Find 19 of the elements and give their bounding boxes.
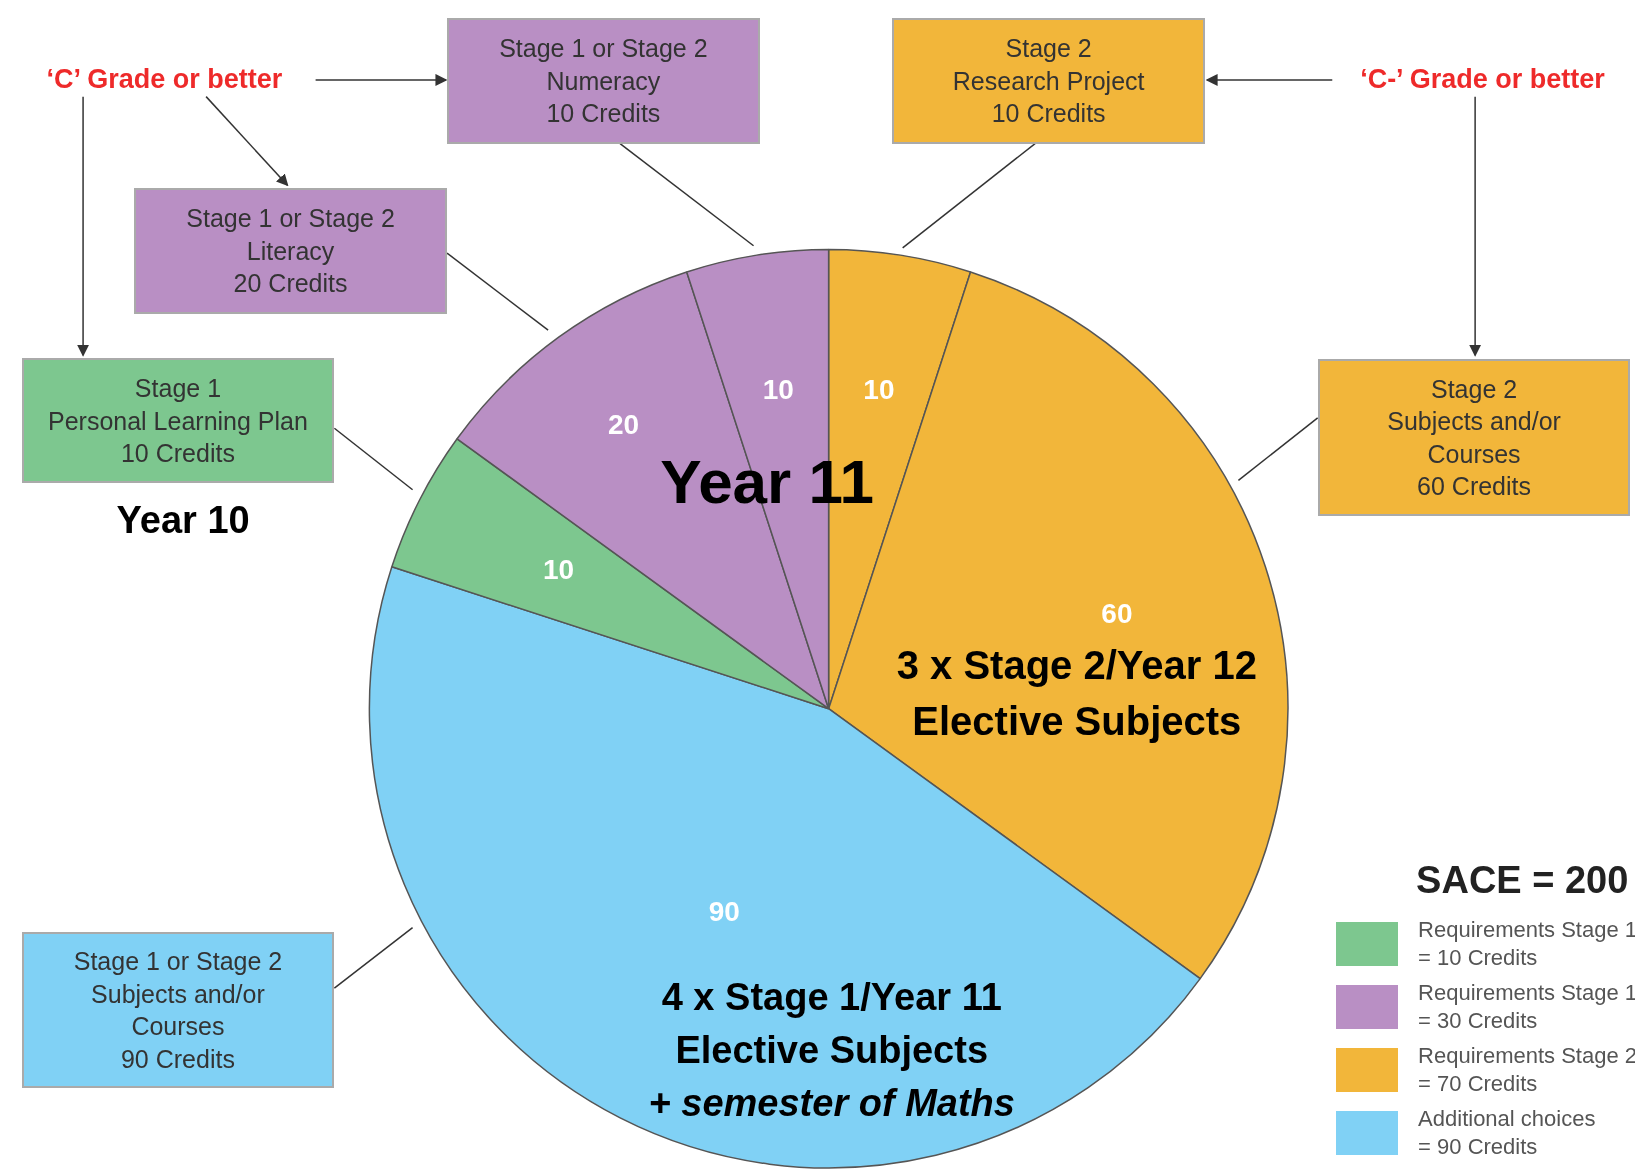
text: 4 x Stage 1/Year 11 Elective Subjects + semester of Maths (648, 974, 1015, 1127)
text: Stage 1 or Stage 2 Literacy 20 Credits (134, 188, 447, 314)
data-label: 60 (1101, 597, 1133, 629)
data-label: 10 (542, 553, 575, 585)
data-label: 90 (708, 896, 740, 928)
text: Year 10 (116, 498, 250, 544)
text: Stage 2 Research Project 10 Credits (892, 18, 1206, 144)
text: ‘C’ Grade or better (46, 63, 283, 97)
data-label: 20 (607, 409, 640, 441)
text: Stage 1 Personal Learning Plan 10 Credits (21, 358, 335, 484)
data-label: 10 (762, 373, 794, 405)
text: Stage 1 or Stage 2 Subjects and/or Courses 90 Credits (21, 931, 335, 1089)
text: 3 x Stage 2/Year 12 Elective Subjects (896, 642, 1257, 746)
text: Stage 2 Subjects and/or Courses 60 Credits (1317, 359, 1631, 516)
legend-title: SACE = 200 (1416, 859, 1630, 902)
data-label: 10 (863, 373, 895, 405)
text: Additional choices = 90 Credits (1418, 1105, 1596, 1160)
text: ‘C-’ Grade or better (1360, 63, 1605, 97)
text: Stage 1 or Stage 2 Numeracy 10 Credits (446, 18, 760, 144)
